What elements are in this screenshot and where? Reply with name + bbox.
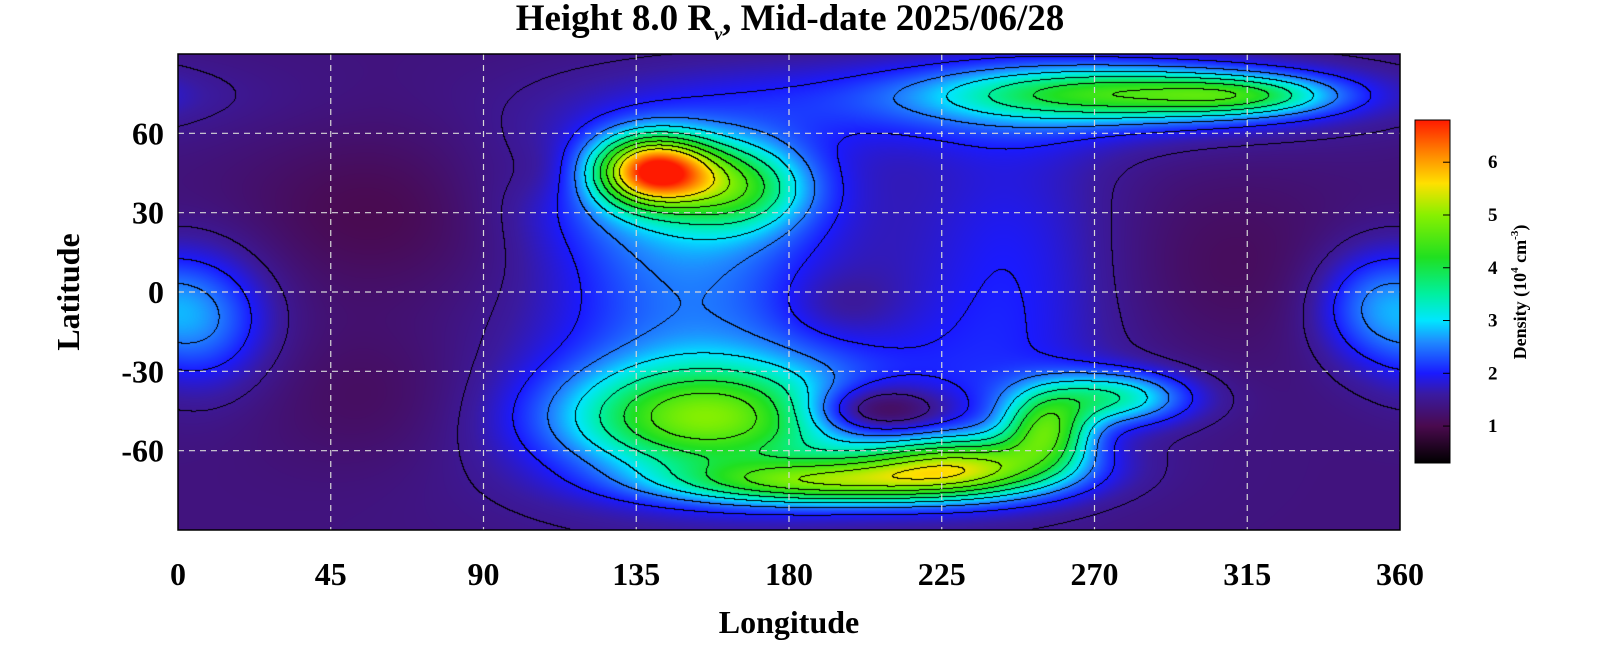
colorbar-label-mid: cm — [1510, 240, 1530, 267]
colorbar-label-exp2: -3 — [1509, 230, 1521, 240]
colorbar-tick-label-5: 5 — [1488, 205, 1498, 226]
y-axis-ticks: -60 -30 0 30 60 — [121, 115, 164, 468]
colorbar-label-exp1: 4 — [1509, 267, 1521, 273]
chart-title-suffix: , Mid-date 2025/06/28 — [722, 0, 1064, 39]
x-tick-label-135: 135 — [612, 556, 660, 592]
y-tick-label-30: 30 — [132, 195, 164, 231]
x-tick-label-270: 270 — [1071, 556, 1119, 592]
x-tick-label-0: 0 — [170, 556, 186, 592]
x-tick-label-225: 225 — [918, 556, 966, 592]
colorbar-tick-label-2: 2 — [1488, 363, 1498, 384]
colorbar-label-prefix: Density (10 — [1510, 273, 1531, 360]
plot-frame — [177, 53, 1401, 531]
chart-title: Height 8.0 Rν, Mid-date 2025/06/28 — [516, 0, 1065, 44]
x-tick-label-45: 45 — [315, 556, 347, 592]
chart-title-prefix: Height 8.0 R — [516, 0, 716, 39]
colorbar-label-suffix: ) — [1510, 225, 1531, 231]
y-tick-label--60: -60 — [121, 433, 164, 469]
x-tick-label-90: 90 — [468, 556, 500, 592]
y-tick-label-60: 60 — [132, 115, 164, 151]
chart-title-subscript: ν — [714, 24, 723, 44]
y-tick-label--30: -30 — [121, 353, 164, 389]
x-tick-label-180: 180 — [765, 556, 813, 592]
colorbar-tick-label-3: 3 — [1488, 311, 1498, 332]
x-tick-label-360: 360 — [1376, 556, 1424, 592]
colorbar-tick-label-4: 4 — [1488, 258, 1498, 279]
y-axis-label: Latitude — [50, 233, 86, 350]
x-axis-label: Longitude — [719, 604, 859, 640]
grid-lines — [178, 54, 1400, 530]
y-tick-label-0: 0 — [148, 274, 164, 310]
colorbar-tick-label-6: 6 — [1488, 152, 1498, 173]
plot-area — [177, 53, 1401, 531]
x-tick-label-315: 315 — [1223, 556, 1271, 592]
colorbar-gradient — [1414, 119, 1451, 464]
colorbar-ticks: 1 2 3 4 5 6 — [1443, 152, 1498, 437]
x-axis-ticks: 0 45 90 135 180 225 270 315 360 — [170, 556, 1424, 592]
colorbar-tick-label-1: 1 — [1488, 416, 1498, 437]
colorbar-label: Density (104 cm-3) — [1509, 225, 1531, 360]
